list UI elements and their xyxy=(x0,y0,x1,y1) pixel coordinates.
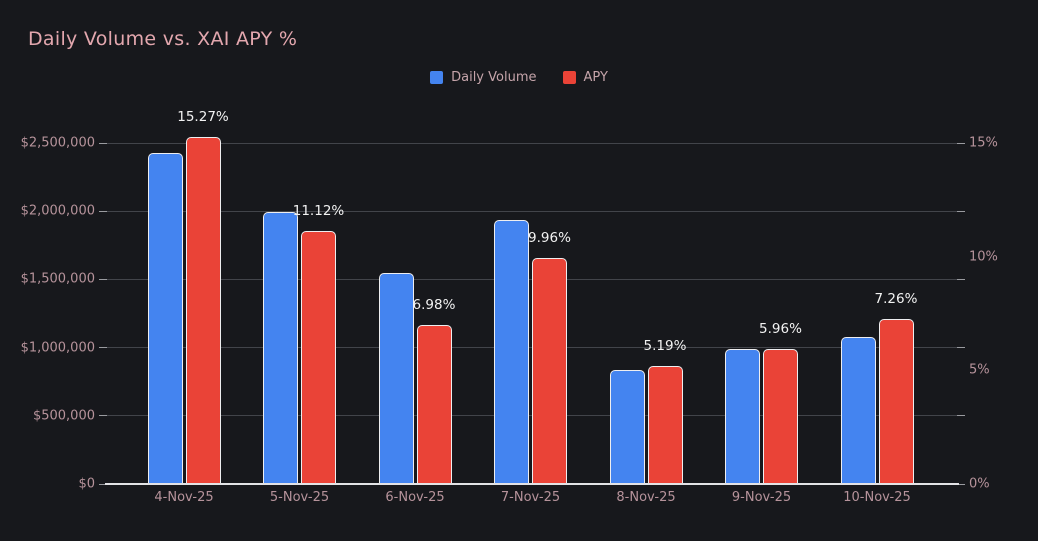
left-axis-tick xyxy=(99,483,107,485)
left-axis-tick xyxy=(99,415,107,417)
legend-item-apy[interactable]: APY xyxy=(562,70,608,85)
x-axis-label: 10-Nov-25 xyxy=(843,490,911,505)
apy-bar xyxy=(532,257,567,484)
apy-data-label: 15.27% xyxy=(177,108,229,125)
left-axis-tick xyxy=(99,347,107,349)
daily-volume-bar xyxy=(263,211,298,484)
daily-volume-bar xyxy=(725,348,760,484)
x-axis-label: 8-Nov-25 xyxy=(616,490,676,505)
apy-bar xyxy=(763,348,798,484)
legend-item-daily-volume[interactable]: Daily Volume xyxy=(430,70,537,85)
daily-volume-bar xyxy=(609,370,645,484)
right-axis-tick xyxy=(957,210,965,212)
left-axis-tick xyxy=(99,210,107,212)
right-axis-tick xyxy=(957,142,965,144)
gridline xyxy=(107,142,957,144)
left-axis-label: $2,500,000 xyxy=(20,135,95,151)
left-axis-label: $0 xyxy=(78,476,95,492)
apy-data-label: 6.98% xyxy=(412,297,456,314)
apy-data-label: 5.96% xyxy=(759,320,802,337)
apy-data-label: 11.12% xyxy=(292,203,345,220)
apy-bar xyxy=(301,231,336,484)
right-axis-tick xyxy=(957,415,965,417)
x-axis-label: 9-Nov-25 xyxy=(731,490,792,505)
apy-data-label: 9.96% xyxy=(528,229,571,246)
left-axis-label: $500,000 xyxy=(32,408,95,424)
apy-bar xyxy=(416,325,452,484)
right-axis-tick xyxy=(957,483,965,485)
right-axis-label: 0% xyxy=(969,476,990,492)
x-axis-line xyxy=(105,482,959,485)
left-axis-label: $1,000,000 xyxy=(20,340,95,356)
apy-swatch-icon xyxy=(562,71,576,84)
apy-bar xyxy=(185,136,221,484)
apy-data-label: 5.19% xyxy=(643,338,687,354)
x-axis-label: 5-Nov-25 xyxy=(269,490,330,505)
legend-label-apy: APY xyxy=(583,70,608,85)
right-axis-label: 5% xyxy=(969,362,990,378)
daily-volume-bar xyxy=(147,153,183,484)
chart-title: Daily Volume vs. XAI APY % xyxy=(28,28,298,50)
daily-volume-bar xyxy=(840,337,876,484)
legend: Daily Volume APY xyxy=(0,70,1038,85)
legend-label-daily-volume: Daily Volume xyxy=(451,70,537,85)
left-axis-label: $1,500,000 xyxy=(20,271,95,287)
daily-volume-swatch-icon xyxy=(430,71,444,84)
right-axis-tick xyxy=(957,347,965,349)
left-axis-label: $2,000,000 xyxy=(20,203,95,219)
left-axis-tick xyxy=(99,278,107,280)
daily-volume-bar xyxy=(378,273,414,484)
right-axis-label: 10% xyxy=(969,249,998,265)
apy-bar xyxy=(878,318,914,484)
x-axis-label: 4-Nov-25 xyxy=(154,490,214,505)
left-axis-tick xyxy=(99,142,107,144)
right-axis-label: 15% xyxy=(969,135,998,151)
right-axis-tick xyxy=(957,278,965,280)
x-axis-label: 7-Nov-25 xyxy=(500,490,561,505)
apy-data-label: 7.26% xyxy=(874,290,918,307)
gridline xyxy=(107,210,957,212)
apy-bar xyxy=(647,366,683,484)
daily-volume-bar xyxy=(494,220,529,484)
x-axis-label: 6-Nov-25 xyxy=(385,490,445,505)
